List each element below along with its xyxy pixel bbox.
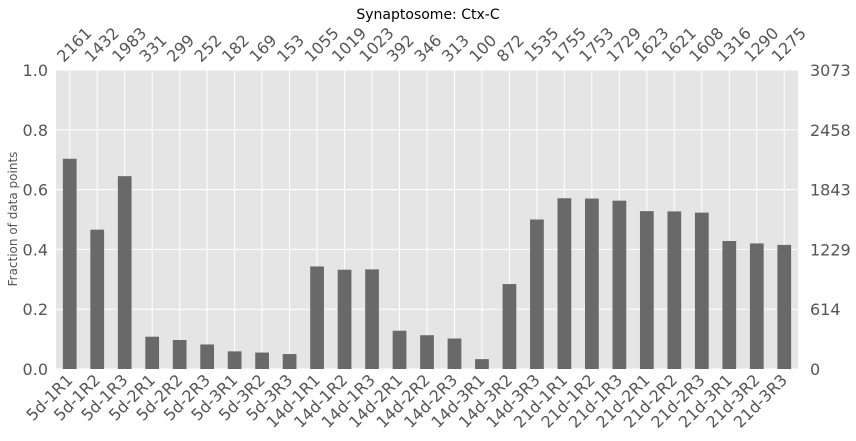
y-tick-label: 0.4 <box>23 240 48 259</box>
bar <box>722 241 737 369</box>
y-axis-right: 0 614 1229 1843 2458 3073 <box>810 61 851 379</box>
bar <box>255 352 269 369</box>
bar <box>667 211 682 369</box>
bar <box>694 212 709 369</box>
bar <box>145 336 160 369</box>
y-tick-label: 0.0 <box>23 360 48 379</box>
y2-tick-label: 0 <box>810 360 820 379</box>
count-label: 169 <box>246 31 281 66</box>
y2-tick-label: 1843 <box>810 181 851 200</box>
count-label: 252 <box>191 31 226 66</box>
chart-title: Synaptosome: Ctx-C <box>356 7 499 23</box>
count-label: 299 <box>163 31 198 66</box>
y-axis-label: Fraction of data points <box>6 152 20 287</box>
bar <box>447 338 462 369</box>
bar <box>475 359 489 369</box>
bar <box>365 269 379 369</box>
y2-tick-label: 614 <box>810 300 841 319</box>
bars <box>62 158 792 369</box>
count-label: 182 <box>218 31 253 66</box>
count-label: 100 <box>465 31 500 66</box>
bar <box>310 266 324 369</box>
bar <box>392 330 407 369</box>
bar <box>172 339 187 369</box>
bar <box>282 354 297 369</box>
bar <box>639 211 654 369</box>
bar <box>530 219 544 369</box>
bar <box>90 229 105 369</box>
bar <box>200 344 215 369</box>
bar <box>749 243 764 369</box>
y2-tick-label: 2458 <box>810 121 851 140</box>
bar <box>585 198 599 369</box>
y-tick-label: 0.6 <box>23 181 48 200</box>
count-label: 346 <box>410 31 445 66</box>
y-tick-label: 0.2 <box>23 300 48 319</box>
count-label: 313 <box>438 31 473 66</box>
y-axis-left: 0.0 0.2 0.4 0.6 0.8 1.0 <box>23 61 48 379</box>
count-label: 872 <box>493 31 528 66</box>
bar <box>337 269 352 369</box>
y2-tick-label: 1229 <box>810 240 851 259</box>
count-label: 153 <box>273 31 308 66</box>
bar <box>420 335 434 369</box>
bar <box>557 198 572 369</box>
bar <box>62 158 77 369</box>
bar <box>227 351 242 369</box>
y-tick-label: 0.8 <box>23 121 48 140</box>
y-tick-label: 1.0 <box>23 61 48 80</box>
bar <box>502 284 517 369</box>
bar <box>117 176 132 369</box>
y2-tick-label: 3073 <box>810 61 851 80</box>
x-axis-labels: 5d-1R15d-1R25d-1R35d-2R15d-2R25d-2R35d-3… <box>22 370 791 431</box>
top-count-labels: 2161143219833312992521821691531055101910… <box>53 24 810 66</box>
bar <box>612 200 627 369</box>
bar <box>777 244 792 369</box>
